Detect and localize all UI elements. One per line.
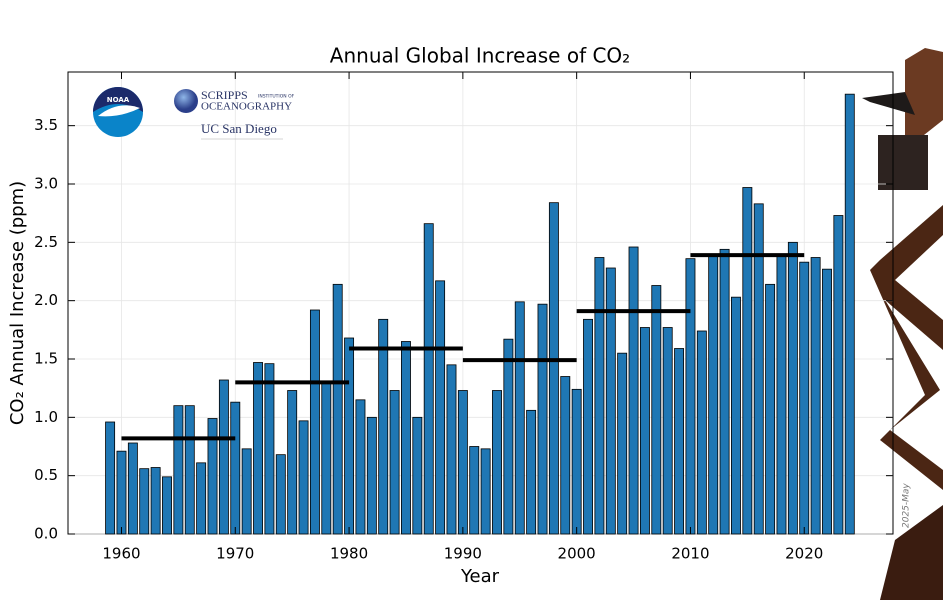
y-tick-label: 0.0 bbox=[34, 525, 58, 543]
bar bbox=[822, 268, 832, 535]
bar bbox=[162, 476, 172, 535]
bar bbox=[753, 203, 764, 535]
x-tick-label: 2020 bbox=[785, 545, 823, 563]
bar bbox=[309, 309, 320, 535]
bar bbox=[776, 253, 787, 535]
bar bbox=[617, 352, 628, 535]
logo-text: NOAA bbox=[107, 96, 130, 104]
bar bbox=[401, 341, 411, 535]
bar bbox=[708, 253, 719, 535]
bar bbox=[184, 405, 195, 535]
bar bbox=[230, 401, 241, 535]
logo-text: UC San Diego bbox=[201, 121, 277, 136]
bar bbox=[366, 416, 377, 535]
bar bbox=[412, 416, 423, 535]
bar bbox=[253, 362, 263, 535]
bar bbox=[480, 448, 491, 535]
bar bbox=[173, 405, 184, 535]
noaa-logo: NOAA bbox=[93, 87, 143, 137]
bar bbox=[196, 462, 207, 535]
x-tick-label: 2010 bbox=[671, 545, 709, 563]
photo-overlay bbox=[862, 48, 943, 600]
y-tick-label: 3.0 bbox=[34, 175, 58, 193]
bar bbox=[241, 448, 252, 535]
bar bbox=[446, 364, 457, 535]
bar bbox=[116, 450, 127, 535]
x-tick-label: 2000 bbox=[558, 545, 596, 563]
bar bbox=[662, 327, 673, 535]
logo-text: OCEANOGRAPHY bbox=[201, 101, 292, 113]
bar bbox=[503, 338, 514, 535]
x-tick-label: 1960 bbox=[102, 545, 140, 563]
bar bbox=[548, 202, 559, 535]
y-tick-label: 2.0 bbox=[34, 291, 58, 309]
logo-text: INSTITUTION OF bbox=[258, 94, 295, 100]
stamp: 2025-May bbox=[902, 483, 912, 528]
bar bbox=[355, 399, 366, 535]
bar bbox=[605, 267, 616, 535]
bar bbox=[787, 241, 798, 535]
bar bbox=[731, 296, 741, 535]
logo-text: SCRIPPS bbox=[201, 88, 248, 102]
bar bbox=[799, 261, 810, 535]
bar bbox=[594, 257, 605, 535]
y-axis-label: CO₂ Annual Increase (ppm) bbox=[7, 181, 28, 425]
bar bbox=[218, 379, 229, 535]
bar bbox=[275, 454, 286, 535]
y-tick-label: 3.5 bbox=[34, 116, 58, 134]
bar bbox=[423, 223, 434, 535]
y-tick-label: 2.5 bbox=[34, 233, 58, 251]
bar bbox=[150, 467, 161, 535]
x-tick-label: 1970 bbox=[216, 545, 254, 563]
bar bbox=[628, 246, 639, 535]
bar bbox=[207, 418, 218, 535]
bar bbox=[492, 390, 502, 535]
bar bbox=[810, 257, 821, 535]
bar bbox=[844, 93, 855, 535]
bar bbox=[685, 258, 696, 535]
bar bbox=[639, 327, 650, 535]
y-tick-label: 1.0 bbox=[34, 408, 58, 426]
bar bbox=[765, 283, 776, 535]
bar bbox=[696, 330, 707, 535]
bar bbox=[674, 348, 685, 535]
bar bbox=[389, 390, 400, 535]
x-tick-label: 1980 bbox=[330, 545, 368, 563]
chart-title: Annual Global Increase of CO₂ bbox=[330, 44, 630, 68]
bar bbox=[719, 248, 730, 535]
y-tick-label: 0.5 bbox=[34, 466, 58, 484]
bar bbox=[344, 337, 355, 535]
bar bbox=[571, 388, 582, 535]
bar bbox=[378, 318, 389, 535]
y-tick-label: 1.5 bbox=[34, 350, 58, 368]
bar bbox=[264, 363, 275, 535]
bar bbox=[514, 301, 525, 535]
bar bbox=[457, 390, 468, 535]
bar bbox=[127, 442, 138, 535]
bar bbox=[287, 390, 298, 535]
bar bbox=[742, 187, 753, 535]
bar bbox=[526, 409, 537, 535]
x-axis-label: Year bbox=[460, 566, 500, 587]
bar bbox=[139, 468, 150, 535]
x-tick-label: 1990 bbox=[444, 545, 482, 563]
scripps-logo: SCRIPPS INSTITUTION OF OCEANOGRAPHY UC S… bbox=[174, 88, 295, 140]
bar bbox=[435, 280, 446, 535]
bar bbox=[321, 383, 332, 535]
bar bbox=[560, 376, 571, 535]
bar bbox=[332, 283, 343, 535]
bar bbox=[298, 420, 309, 535]
bar bbox=[105, 421, 116, 535]
bar bbox=[651, 285, 662, 535]
bar bbox=[833, 215, 844, 535]
bar bbox=[537, 303, 548, 535]
bar bbox=[583, 318, 593, 535]
bar bbox=[469, 446, 480, 535]
